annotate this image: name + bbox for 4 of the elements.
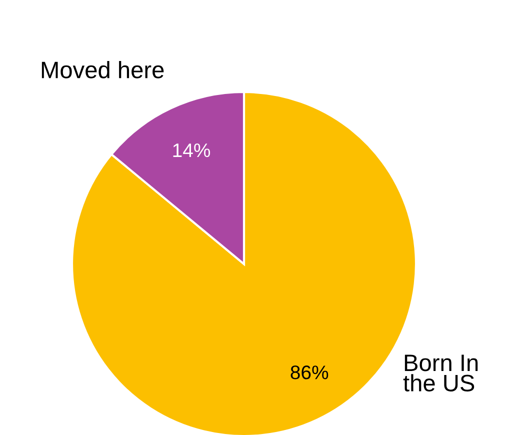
- data-label: 14%: [173, 143, 210, 158]
- data-label: 86%: [290, 366, 328, 380]
- slice-label: Moved here: [42, 60, 164, 78]
- slice-label: Born In the US: [403, 354, 478, 392]
